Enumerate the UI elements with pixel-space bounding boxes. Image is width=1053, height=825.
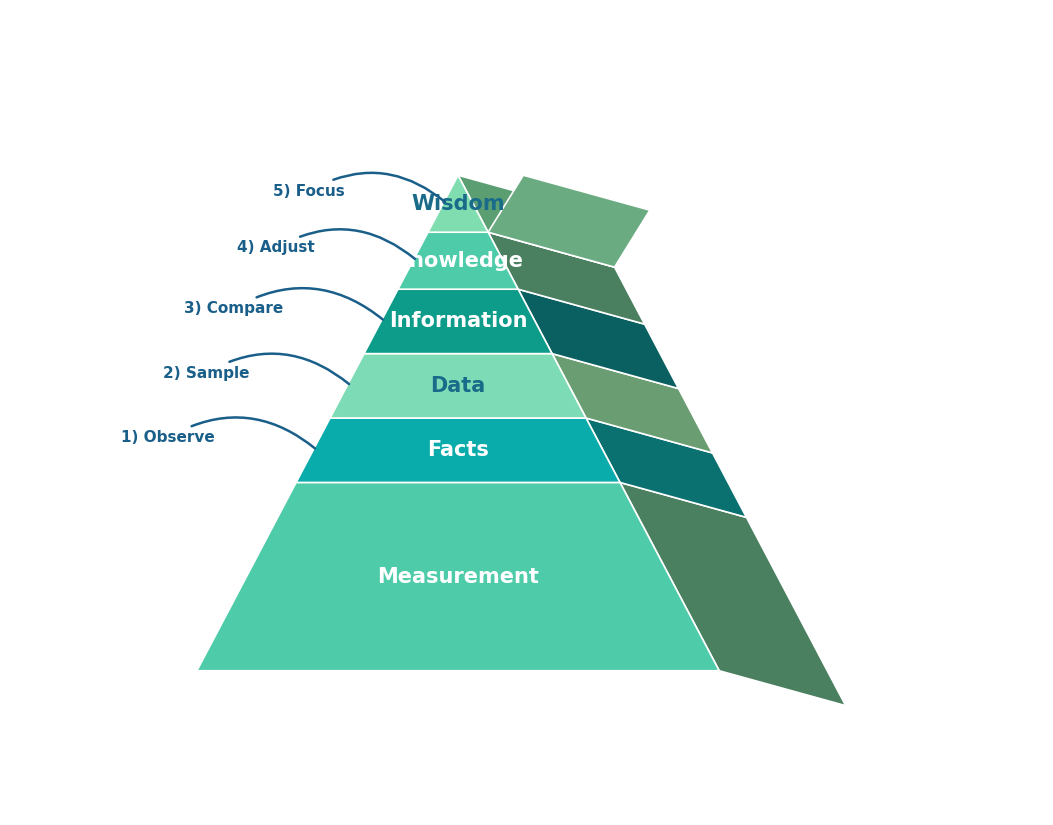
Text: 1) Observe: 1) Observe [121, 417, 315, 449]
Text: Information: Information [389, 311, 528, 332]
Text: 2) Sample: 2) Sample [162, 354, 349, 384]
Text: 3) Compare: 3) Compare [184, 288, 383, 319]
Polygon shape [489, 232, 644, 324]
Polygon shape [428, 175, 489, 232]
Polygon shape [197, 483, 719, 671]
Text: Measurement: Measurement [377, 567, 539, 587]
Text: 5) Focus: 5) Focus [274, 172, 445, 202]
Text: Data: Data [431, 376, 485, 396]
Polygon shape [296, 418, 620, 483]
Polygon shape [552, 354, 713, 453]
Polygon shape [620, 483, 846, 705]
Text: Wisdom: Wisdom [412, 194, 504, 214]
Polygon shape [364, 290, 552, 354]
Polygon shape [398, 232, 518, 290]
Polygon shape [458, 175, 615, 267]
Polygon shape [587, 418, 747, 517]
Text: 4) Adjust: 4) Adjust [237, 229, 415, 259]
Polygon shape [489, 175, 650, 267]
Polygon shape [518, 290, 678, 389]
Text: Knowledge: Knowledge [393, 251, 523, 271]
Text: Facts: Facts [428, 441, 489, 460]
Polygon shape [330, 354, 587, 418]
